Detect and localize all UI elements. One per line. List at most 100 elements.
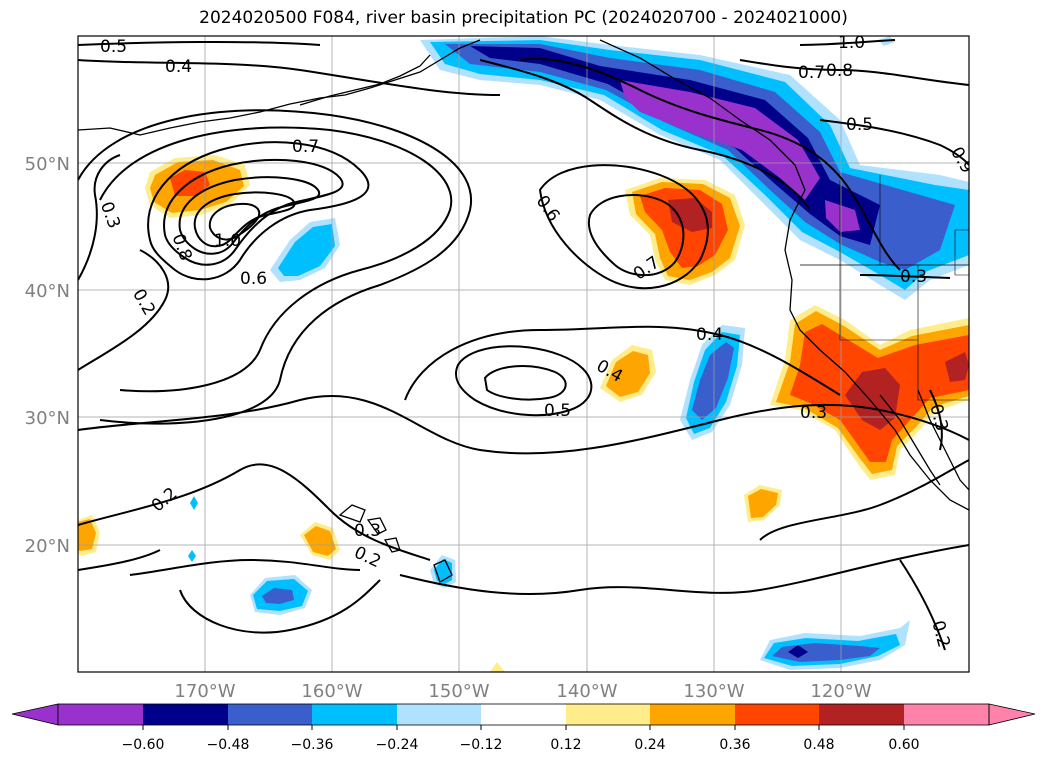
contour-0.7-ne [739,59,969,86]
contour-0.5 [78,40,321,46]
colorbar-frame [57,703,990,726]
colorbar-bin [566,704,650,725]
contour-0.4 [78,59,501,96]
neg-tiny-2 [188,550,196,562]
pos-sub-3-024 [78,519,96,551]
colorbar-tick-label: −0.60 [122,737,165,753]
contour-1.0-ne [799,39,896,46]
lon-label: 170°W [174,681,235,702]
contour-nw-1 [147,141,370,281]
gulf-california [917,389,969,491]
colorbar-bin [397,704,481,725]
colorbar-tick-label: 0.48 [803,737,834,753]
contour-label: 0.6 [240,269,267,289]
hawaii-1 [338,504,366,523]
lat-labels: 50°N 40°N 30°N 20°N [25,154,70,557]
colorbar: −0.60 −0.48 −0.36 −0.24 −0.12 0.12 0.24 … [11,703,1036,753]
neg-sub-1-036 [262,588,294,604]
colorbar-tick-label: 0.60 [888,737,919,753]
state-border-1 [839,180,918,341]
contour-nak [479,59,811,211]
neg-blob-center-024 [278,224,335,276]
contour-big-2 [99,126,453,393]
contour-mid-0.7 [587,194,685,277]
colorbar-bin [58,704,143,725]
contour-0.2-low [129,558,361,576]
colorbar-bin [11,703,59,726]
map-panel: 0.5 0.4 1.0 0.7 0.8 0.5 0.7 0.3 0.8 1.0 … [78,33,969,672]
alaska-peninsula [299,54,431,106]
state-border-3 [917,265,969,401]
contour-label: 0.3 [354,521,381,541]
pos-ca-048b [945,352,969,382]
lon-labels: 170°W 160°W 150°W 140°W 130°W 120°W [174,681,871,702]
coastlines [78,39,969,583]
contour-label: 0.7 [292,137,319,157]
lon-label: 130°W [683,681,744,702]
contour-label: 0.3 [900,267,927,287]
contour-label: 0.7 [798,63,825,83]
colorbar-tick-label: −0.24 [376,737,419,753]
colorbar-ticks [142,725,905,730]
lat-label: 50°N [25,154,70,175]
contour-0.2-se [899,559,946,651]
north-america-coast [599,39,969,511]
colorbar-bin [819,704,904,725]
contour-0.3-west [78,154,121,281]
contour-0.3-ne [859,274,951,279]
colorbar-tick-label: 0.36 [719,737,750,753]
hawaii-4 [433,559,453,583]
colorbar-bin [312,704,397,725]
neg-strip-036 [692,342,734,420]
contour-label: 1.0 [838,33,865,53]
contour-mid-0.6 [538,164,709,290]
contour-big-1 [78,109,473,425]
colorbar-bin [143,704,228,725]
contour-label: 0.4 [165,57,192,77]
lon-label: 150°W [428,681,489,702]
lon-label: 120°W [810,681,871,702]
contour-0.2-east [399,544,969,596]
colorbar-bin [481,704,566,725]
lat-label: 20°N [25,536,70,557]
colorbar-bin [988,703,1036,726]
neg-tiny-1 [190,496,198,510]
contour-nak-2 [519,58,901,271]
neg-band-060 [620,80,820,200]
colorbar-bin [735,704,819,725]
contour-0.3-se [929,389,943,451]
colorbar-tick-labels: −0.60 −0.48 −0.36 −0.24 −0.12 0.12 0.24 … [122,737,920,753]
colorbar-tick-label: −0.12 [460,737,503,753]
contours [78,39,969,651]
contour-label: 0.4 [696,325,723,345]
contour-e-1 [759,459,969,541]
lat-label: 30°N [25,408,70,429]
contour-0.4-long [404,325,841,401]
lon-label: 140°W [556,681,617,702]
neg-sub-3-048 [788,645,808,658]
lon-label: 160°W [301,681,362,702]
colorbar-tick-label: 0.12 [550,737,581,753]
contour-nw-4 [193,191,296,248]
contour-0.5-ne [819,119,969,166]
map-frame [77,35,970,673]
colorbar-tick-label: −0.48 [207,737,250,753]
map-title: 2024020500 F084, river basin precipitati… [199,8,848,28]
contour-sub-loop [179,579,381,634]
pos-sub-2-024 [304,526,336,556]
colorbar-bin [650,704,735,725]
state-border-4 [954,229,969,276]
contour-0.5-inner [483,365,567,401]
contour-0.2-west [78,249,170,371]
hawaii-2 [366,517,387,535]
contour-label: 0.8 [826,61,853,81]
colorbar-tick-label: −0.36 [291,737,334,753]
contour-0.3-long [78,394,969,455]
contour-0.2-sub [78,463,431,561]
pos-sub-1-024 [748,489,778,518]
contour-nw-2 [163,158,344,266]
neg-band-060b [825,200,860,232]
pos-ca-048 [845,368,900,430]
contour-label: 0.5 [544,401,571,421]
